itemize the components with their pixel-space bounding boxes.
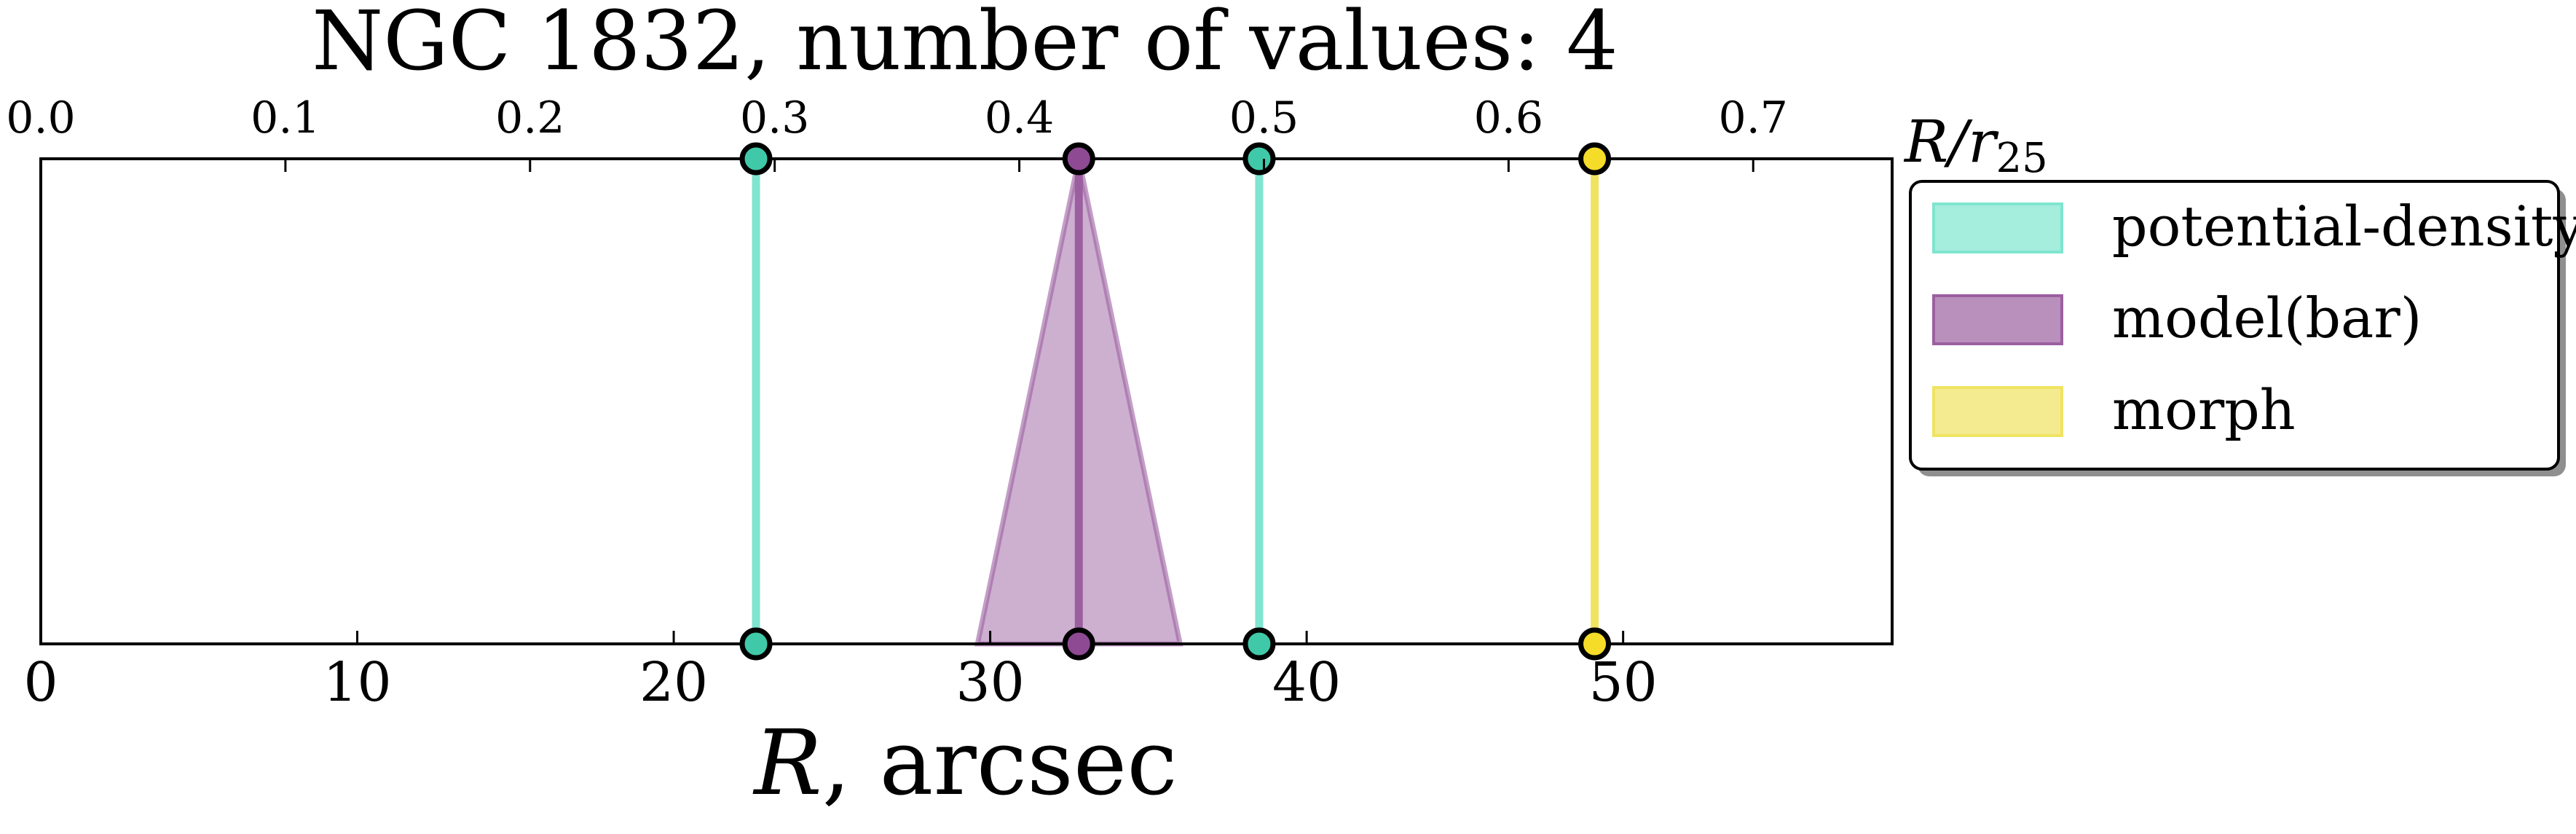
morph-marker-top-0 bbox=[1578, 142, 1612, 176]
x2-tick-label: 0.4 bbox=[985, 93, 1054, 143]
top-axis-label: R/r25 bbox=[1903, 108, 2048, 182]
legend-swatch-morph bbox=[1932, 386, 2063, 437]
value-lines bbox=[752, 159, 1599, 644]
x2-tick-label: 0.3 bbox=[740, 93, 809, 143]
x-tick-label: 0 bbox=[23, 651, 58, 714]
legend-label-model-bar: model(bar) bbox=[2112, 286, 2422, 350]
axis-ticks bbox=[39, 159, 1754, 644]
model-bar-marker-bottom-0 bbox=[1062, 627, 1095, 661]
potential-density-marker-top-1 bbox=[1242, 142, 1276, 176]
x-tick-label: 50 bbox=[1589, 651, 1658, 714]
potential-density-marker-bottom-0 bbox=[739, 627, 773, 661]
x-tick-label: 20 bbox=[639, 651, 708, 714]
model-bar-marker-top-0 bbox=[1062, 142, 1095, 176]
legend-label-morph: morph bbox=[2112, 377, 2296, 442]
potential-density-marker-top-0 bbox=[739, 142, 773, 176]
potential-density-marker-bottom-1 bbox=[1242, 627, 1276, 661]
x2-tick-label: 0.6 bbox=[1474, 93, 1543, 143]
legend-label-potential-density: potential-density bbox=[2112, 194, 2576, 259]
x-tick-label: 40 bbox=[1272, 651, 1341, 714]
axis-tick-labels: 0 10 20 30 40 50 0.0 0.1 0.2 0.3 0.4 0.5 0.6 0.7 bbox=[6, 93, 1788, 714]
x2-tick-label: 0.5 bbox=[1229, 93, 1299, 143]
x-axis-label: R, arcsec bbox=[752, 711, 1177, 816]
x2-tick-label: 0.7 bbox=[1719, 93, 1788, 143]
x2-tick-label: 0.0 bbox=[6, 93, 75, 143]
legend-swatch-model-bar bbox=[1932, 294, 2063, 345]
x-tick-label: 10 bbox=[323, 651, 391, 714]
x-tick-label: 30 bbox=[956, 651, 1025, 714]
x2-tick-label: 0.1 bbox=[251, 93, 320, 143]
chart-title: NGC 1832, number of values: 4 bbox=[312, 0, 1618, 89]
legend-box bbox=[1909, 180, 2560, 471]
plot-frame bbox=[39, 157, 1894, 645]
x2-tick-label: 0.2 bbox=[495, 93, 564, 143]
legend-swatch-potential-density bbox=[1932, 202, 2063, 253]
morph-marker-bottom-0 bbox=[1578, 627, 1612, 661]
value-markers bbox=[739, 142, 1612, 661]
legend: potential-density model(bar) morph bbox=[1909, 180, 2576, 476]
